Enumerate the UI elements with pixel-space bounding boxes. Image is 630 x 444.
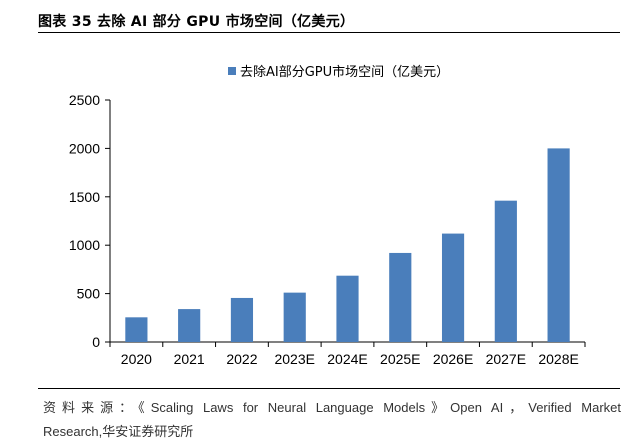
source-line-1: 资料来源：《Scaling Laws for Neural Language M… — [43, 400, 621, 415]
x-tick-label: 2022 — [226, 351, 257, 367]
x-tick-label: 2024E — [327, 351, 367, 367]
figure-title-bar: 图表 35 去除 AI 部分 GPU 市场空间（亿美元） — [38, 9, 620, 33]
bar — [441, 233, 465, 342]
x-tick-label: 2020 — [121, 351, 152, 367]
y-tick-label: 0 — [92, 334, 100, 350]
x-tick-label: 2025E — [380, 351, 420, 367]
bar — [389, 252, 412, 342]
x-tick-label: 2023E — [274, 351, 314, 367]
source-divider — [38, 388, 620, 389]
bar-chart: 去除AI部分GPU市场空间（亿美元） 0 500 1000 1500 2000 2500 20… — [69, 64, 586, 367]
y-tick-label: 1000 — [69, 237, 100, 253]
x-tick-label: 2021 — [174, 351, 205, 367]
y-tick-label: 500 — [77, 286, 101, 302]
x-tick-label: 2026E — [433, 351, 473, 367]
legend-label: 去除AI部分GPU市场空间（亿美元） — [240, 64, 449, 80]
source-line-2: Research,华安证券研究所 — [43, 424, 194, 439]
figure-title: 图表 35 去除 AI 部分 GPU 市场空间（亿美元） — [38, 14, 355, 30]
y-tick-label: 2500 — [69, 92, 100, 108]
bar — [125, 317, 148, 342]
y-tick-label: 1500 — [69, 189, 100, 205]
bar — [230, 297, 254, 342]
bar — [283, 292, 306, 342]
bar — [547, 148, 570, 342]
x-tick-label: 2028E — [538, 351, 578, 367]
y-tick-label: 2000 — [69, 140, 100, 156]
bar — [336, 275, 359, 342]
x-tick-label: 2027E — [486, 351, 526, 367]
bar — [178, 309, 201, 342]
bar — [494, 200, 517, 342]
legend-swatch — [228, 67, 236, 75]
